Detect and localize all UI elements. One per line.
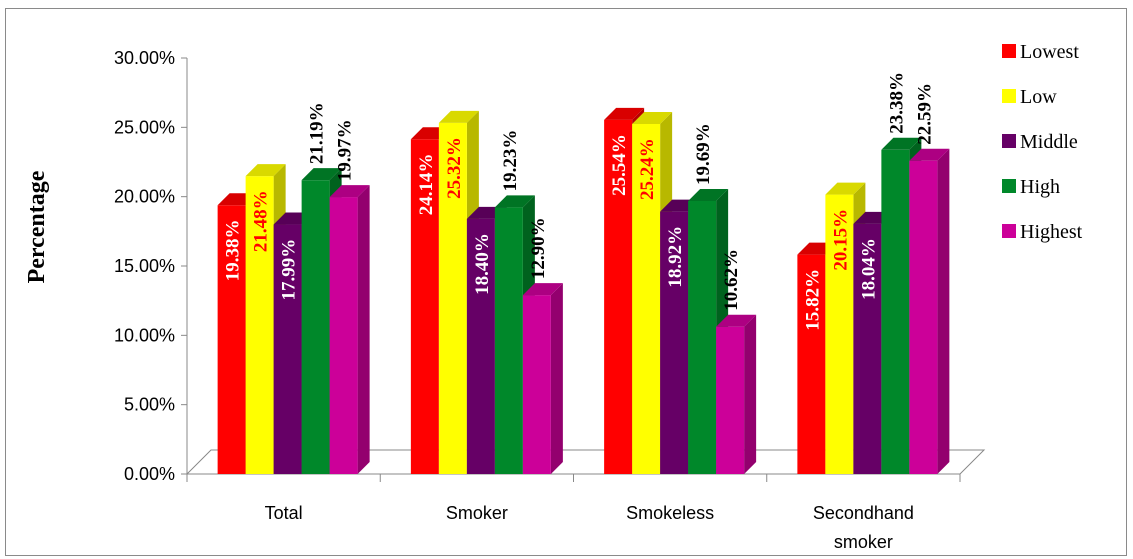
y-tick-label: 25.00%	[114, 117, 175, 137]
x-tick-label: Secondhand	[813, 503, 914, 523]
legend-swatch-middle	[1002, 134, 1016, 148]
bar-front	[853, 223, 882, 474]
data-label: 19.69%	[693, 123, 714, 185]
bar-front	[410, 139, 439, 474]
bar-front	[632, 124, 661, 474]
bar-top	[632, 112, 673, 125]
data-labels-layer: 19.38% 21.48% 17.99% 21.19% 19.97% 24.14% 25.3…	[223, 72, 936, 331]
data-label: 22.59%	[914, 83, 935, 145]
bar-top	[909, 148, 950, 161]
data-label: 19.97%	[335, 119, 356, 181]
legend-swatch-lowest	[1002, 44, 1016, 58]
bar-top	[245, 164, 286, 177]
y-axis-label: Percentage	[24, 170, 50, 283]
bar-side	[744, 314, 757, 474]
y-tick-label: 0.00%	[124, 464, 175, 484]
y-tick-label: 30.00%	[114, 48, 175, 68]
bar-front	[273, 224, 302, 474]
bar-top	[438, 110, 479, 123]
data-label: 25.32%	[444, 137, 465, 199]
bar-front	[604, 119, 633, 474]
bar-front	[716, 326, 745, 474]
bar-top	[688, 188, 729, 201]
data-label: 23.38%	[886, 72, 907, 134]
bar-side	[550, 283, 563, 474]
data-label: 25.24%	[637, 138, 658, 200]
bar-highest	[716, 314, 757, 474]
bars-layer	[217, 107, 950, 475]
x-tick-label: smoker	[834, 532, 893, 552]
data-label: 15.82%	[802, 269, 823, 331]
bar-top	[716, 314, 757, 327]
bar-front	[881, 149, 910, 474]
bar-front	[522, 295, 551, 474]
bar-front	[245, 176, 274, 475]
chart-frame	[5, 8, 1127, 556]
bar-top	[604, 107, 645, 120]
bar-side	[357, 185, 370, 474]
data-label: 19.38%	[223, 220, 244, 282]
y-tick-label: 10.00%	[114, 325, 175, 345]
data-label: 10.62%	[721, 249, 742, 311]
legend-label-lowest: Lowest	[1020, 41, 1079, 63]
bar-front	[494, 207, 523, 474]
x-tick-label: Total	[265, 503, 303, 523]
data-label: 21.19%	[307, 102, 328, 164]
legend-swatch-highest	[1002, 224, 1016, 238]
bar-front	[438, 122, 467, 475]
legend-label-high: High	[1020, 176, 1060, 198]
bar-top	[522, 283, 563, 296]
legend-label-highest: Highest	[1020, 221, 1083, 243]
bar-front	[466, 218, 495, 474]
bar-side	[937, 148, 950, 474]
bar-top	[494, 195, 535, 208]
bar-front	[797, 254, 826, 474]
bar-front	[660, 211, 689, 474]
y-tick-label: 5.00%	[124, 395, 175, 415]
x-tick-label: Smokeless	[626, 503, 714, 523]
data-label: 25.54%	[609, 134, 630, 196]
data-label: 12.90%	[528, 217, 549, 279]
data-label: 24.14%	[416, 154, 437, 216]
bar-highest	[522, 283, 563, 474]
bar-front	[329, 197, 358, 474]
bar-front	[217, 205, 246, 474]
data-label: 17.99%	[279, 239, 300, 301]
bar-top	[301, 168, 342, 181]
data-label: 19.23%	[500, 130, 521, 192]
axis-layer: 0.00% 5.00% 10.00% 15.00% 20.00% 25.00% 30.00%…	[114, 48, 986, 552]
bar-front	[909, 160, 938, 474]
x-tick-label: Smoker	[446, 503, 508, 523]
data-label: 21.48%	[251, 190, 272, 252]
bar-top	[329, 185, 370, 198]
data-label: 18.40%	[472, 233, 493, 295]
legend-label-low: Low	[1020, 86, 1057, 108]
bar-top	[881, 137, 922, 150]
y-tick-label: 20.00%	[114, 187, 175, 207]
bar-highest	[909, 148, 950, 474]
legend: Lowest Low Middle High Highest	[1002, 41, 1083, 243]
legend-swatch-low	[1002, 89, 1016, 103]
bar-front	[825, 194, 854, 474]
bar-front	[301, 180, 330, 474]
y-tick-label: 15.00%	[114, 256, 175, 276]
bar-highest	[329, 185, 370, 474]
data-label: 20.15%	[830, 209, 851, 271]
legend-swatch-high	[1002, 179, 1016, 193]
legend-label-middle: Middle	[1020, 131, 1078, 153]
data-label: 18.92%	[665, 226, 686, 288]
bar-top	[825, 182, 866, 195]
data-label: 18.04%	[858, 238, 879, 300]
bar-front	[688, 200, 717, 474]
